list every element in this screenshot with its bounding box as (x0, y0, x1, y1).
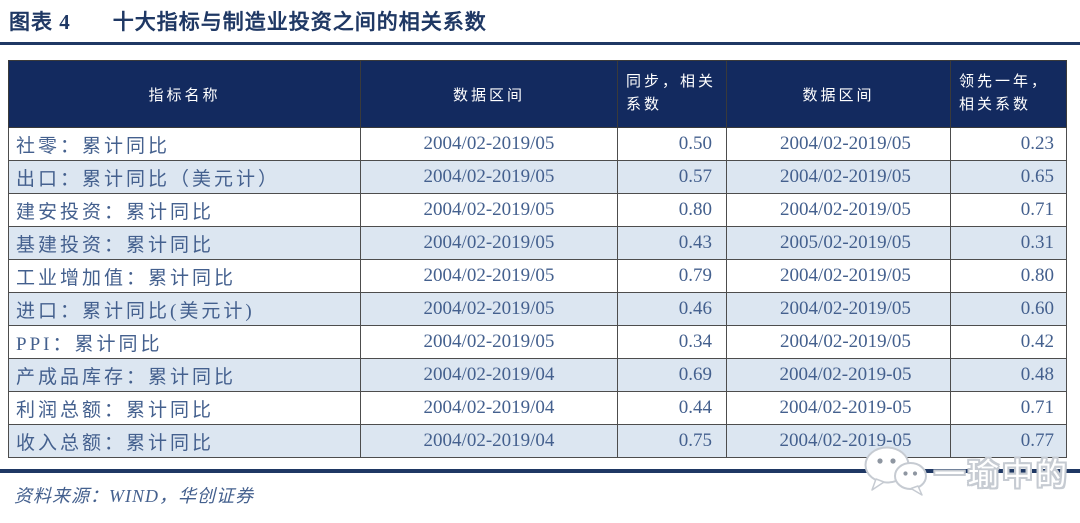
table-row: 产成品库存：累计同比 2004/02-2019/04 0.69 2004/02-201… (8, 358, 1067, 392)
cell-lead-coef: 0.48 (950, 358, 1067, 392)
bottom-rule (0, 469, 1080, 473)
header-data-range-lead: 数据区间 (726, 60, 951, 128)
cell-indicator-name: 进口：累计同比(美元计) (8, 292, 361, 326)
table-header-row: 指标名称 数据区间 同步，相关 系数 数据区间 领先一年， 相关系数 (8, 60, 1067, 128)
cell-lead-coef: 0.42 (950, 325, 1067, 359)
cell-range-sync: 2004/02-2019/05 (360, 292, 618, 326)
cell-indicator-name: 收入总额：累计同比 (8, 424, 361, 458)
cell-range-lead: 2004/02-2019-05 (726, 358, 951, 392)
cell-lead-coef: 0.23 (950, 127, 1067, 161)
cell-range-lead: 2005/02-2019/05 (726, 226, 951, 260)
cell-range-lead: 2004/02-2019/05 (726, 259, 951, 293)
header-indicator-name: 指标名称 (8, 60, 361, 128)
cell-range-sync: 2004/02-2019/05 (360, 127, 618, 161)
cell-indicator-name: 基建投资：累计同比 (8, 226, 361, 260)
cell-range-sync: 2004/02-2019/05 (360, 160, 618, 194)
cell-sync-coef: 0.50 (617, 127, 727, 161)
table-row: 出口：累计同比（美元计） 2004/02-2019/05 0.57 2004/02-2… (8, 160, 1067, 194)
watermark-text: 一瑜中的 (934, 456, 1070, 492)
cell-range-sync: 2004/02-2019/04 (360, 358, 618, 392)
cell-sync-coef: 0.57 (617, 160, 727, 194)
cell-sync-coef: 0.44 (617, 391, 727, 425)
cell-lead-coef: 0.71 (950, 193, 1067, 227)
cell-range-lead: 2004/02-2019/05 (726, 325, 951, 359)
cell-indicator-name: 建安投资：累计同比 (8, 193, 361, 227)
table-row: 社零：累计同比 2004/02-2019/05 0.50 2004/02-2019/0… (8, 127, 1067, 161)
cell-range-lead: 2004/02-2019-05 (726, 424, 951, 458)
cell-sync-coef: 0.46 (617, 292, 727, 326)
cell-lead-coef: 0.71 (950, 391, 1067, 425)
cell-indicator-name: 出口：累计同比（美元计） (8, 160, 361, 194)
cell-sync-coef: 0.34 (617, 325, 727, 359)
cell-sync-coef: 0.80 (617, 193, 727, 227)
cell-sync-coef: 0.79 (617, 259, 727, 293)
cell-sync-coef: 0.43 (617, 226, 727, 260)
cell-range-lead: 2004/02-2019/05 (726, 193, 951, 227)
cell-lead-coef: 0.77 (950, 424, 1067, 458)
figure-title-label: 图表 4 (9, 10, 71, 34)
cell-range-sync: 2004/02-2019/05 (360, 325, 618, 359)
cell-range-lead: 2004/02-2019-05 (726, 391, 951, 425)
header-sync-correlation: 同步，相关 系数 (617, 60, 727, 128)
header-lead-correlation: 领先一年， 相关系数 (950, 60, 1067, 128)
wechat-icon (864, 444, 928, 498)
cell-indicator-name: 产成品库存：累计同比 (8, 358, 361, 392)
cell-indicator-name: 社零：累计同比 (8, 127, 361, 161)
cell-range-lead: 2004/02-2019/05 (726, 127, 951, 161)
watermark: 一瑜中的 (864, 444, 1070, 498)
source-note: 资料来源：WIND，华创证券 (14, 486, 254, 506)
table-row: 利润总额：累计同比 2004/02-2019/04 0.44 2004/02-2019… (8, 391, 1067, 425)
title-underline (0, 42, 1080, 45)
table-body: 社零：累计同比 2004/02-2019/05 0.50 2004/02-2019/0… (8, 127, 1067, 458)
cell-range-sync: 2004/02-2019/04 (360, 391, 618, 425)
cell-lead-coef: 0.80 (950, 259, 1067, 293)
cell-range-sync: 2004/02-2019/05 (360, 226, 618, 260)
table-row: 建安投资：累计同比 2004/02-2019/05 0.80 2004/02-2019… (8, 193, 1067, 227)
table-wrap: 指标名称 数据区间 同步，相关 系数 数据区间 领先一年， 相关系数 社零：累计… (8, 60, 1072, 458)
table-row: 工业增加值：累计同比 2004/02-2019/05 0.79 2004/02-201… (8, 259, 1067, 293)
cell-sync-coef: 0.75 (617, 424, 727, 458)
cell-range-sync: 2004/02-2019/04 (360, 424, 618, 458)
cell-indicator-name: PPI：累计同比 (8, 325, 361, 359)
figure-title-text: 十大指标与制造业投资之间的相关系数 (112, 10, 487, 34)
cell-indicator-name: 利润总额：累计同比 (8, 391, 361, 425)
cell-range-sync: 2004/02-2019/05 (360, 259, 618, 293)
table-row: PPI：累计同比 2004/02-2019/05 0.34 2004/02-2019/… (8, 325, 1067, 359)
cell-lead-coef: 0.31 (950, 226, 1067, 260)
cell-indicator-name: 工业增加值：累计同比 (8, 259, 361, 293)
table-row: 收入总额：累计同比 2004/02-2019/04 0.75 2004/02-2019… (8, 424, 1067, 458)
cell-lead-coef: 0.60 (950, 292, 1067, 326)
table-row: 基建投资：累计同比 2004/02-2019/05 0.43 2005/02-2019… (8, 226, 1067, 260)
header-data-range-sync: 数据区间 (360, 60, 618, 128)
cell-sync-coef: 0.69 (617, 358, 727, 392)
correlation-table: 指标名称 数据区间 同步，相关 系数 数据区间 领先一年， 相关系数 社零：累计… (8, 60, 1067, 458)
cell-lead-coef: 0.65 (950, 160, 1067, 194)
cell-range-lead: 2004/02-2019/05 (726, 292, 951, 326)
figure-title: 图表 4 十大指标与制造业投资之间的相关系数 (0, 0, 1080, 36)
cell-range-lead: 2004/02-2019/05 (726, 160, 951, 194)
cell-range-sync: 2004/02-2019/05 (360, 193, 618, 227)
table-row: 进口：累计同比(美元计) 2004/02-2019/05 0.46 2004/02-2… (8, 292, 1067, 326)
